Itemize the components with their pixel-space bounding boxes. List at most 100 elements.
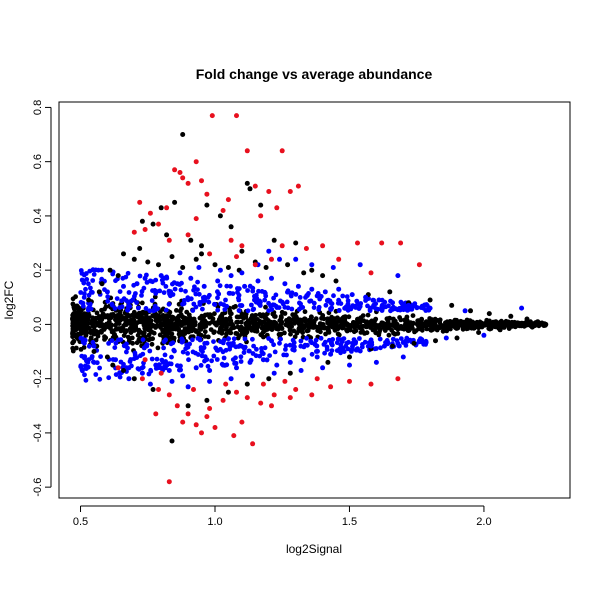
data-point	[295, 183, 301, 189]
background-point	[112, 332, 117, 337]
background-point	[230, 323, 236, 328]
x-tick-label: 2.0	[476, 516, 491, 528]
data-point	[164, 205, 170, 211]
background-points	[70, 267, 548, 383]
data-point	[193, 216, 199, 222]
background-point	[112, 345, 118, 350]
data-point	[285, 262, 291, 268]
background-point	[212, 302, 218, 307]
background-point	[398, 317, 404, 323]
background-point	[117, 289, 123, 294]
data-point	[207, 251, 213, 257]
data-point	[244, 395, 250, 401]
background-point	[113, 314, 118, 319]
background-point	[409, 324, 414, 330]
background-point	[121, 361, 126, 367]
background-point	[185, 351, 191, 356]
background-point	[130, 297, 136, 302]
background-point	[153, 315, 159, 321]
data-point	[287, 359, 293, 365]
background-point	[148, 367, 154, 373]
background-point	[337, 346, 343, 352]
data-point	[395, 273, 401, 279]
background-point	[324, 298, 330, 304]
background-point	[154, 323, 160, 328]
background-point	[195, 287, 200, 292]
background-point	[155, 345, 161, 351]
data-point	[363, 294, 369, 300]
background-point	[186, 357, 191, 363]
background-point	[106, 375, 112, 381]
background-point	[117, 370, 122, 376]
background-point	[291, 347, 297, 353]
data-point	[193, 256, 199, 262]
data-point	[139, 376, 145, 382]
background-point	[433, 324, 439, 329]
background-point	[348, 323, 353, 328]
background-point	[429, 319, 435, 325]
background-point	[313, 337, 319, 343]
background-point	[290, 317, 296, 322]
background-point	[143, 306, 149, 311]
background-point	[293, 314, 299, 320]
data-point	[279, 148, 285, 154]
data-point	[113, 357, 118, 363]
background-point	[299, 317, 305, 323]
data-point	[207, 368, 213, 373]
data-point	[83, 332, 89, 338]
background-point	[269, 325, 274, 330]
background-point	[253, 292, 259, 298]
background-point	[358, 324, 364, 330]
background-point	[238, 359, 244, 364]
background-point	[155, 319, 160, 324]
background-point	[237, 333, 242, 338]
background-point	[278, 336, 283, 342]
background-point	[255, 324, 261, 329]
background-point	[210, 316, 216, 322]
data-point	[373, 359, 379, 365]
background-point	[464, 317, 470, 323]
background-point	[98, 354, 103, 359]
background-point	[243, 326, 249, 332]
data-point	[293, 256, 299, 262]
data-point	[411, 340, 417, 346]
data-point	[282, 378, 288, 384]
background-point	[395, 307, 401, 313]
background-point	[203, 323, 209, 329]
background-point	[146, 371, 152, 377]
background-point	[158, 314, 164, 319]
background-point	[121, 333, 127, 338]
background-point	[197, 315, 203, 321]
background-point	[357, 336, 362, 341]
data-point	[234, 365, 239, 371]
background-point	[90, 278, 96, 283]
background-point	[102, 337, 107, 342]
background-point	[290, 337, 296, 343]
background-point	[362, 339, 368, 345]
background-point	[131, 356, 137, 362]
background-point	[236, 308, 242, 313]
background-point	[233, 360, 239, 366]
background-point	[319, 315, 324, 321]
background-point	[230, 291, 236, 296]
data-point	[355, 240, 360, 246]
background-point	[163, 307, 169, 313]
background-point	[82, 291, 87, 297]
background-point	[226, 336, 232, 342]
background-point	[298, 338, 304, 344]
data-point	[185, 403, 191, 409]
background-point	[364, 319, 370, 325]
background-point	[382, 328, 388, 333]
y-tick-label: 0.2	[32, 263, 44, 278]
data-point	[228, 273, 234, 279]
background-point	[97, 365, 102, 371]
background-point	[324, 347, 330, 352]
data-point	[212, 262, 218, 268]
background-point	[160, 280, 166, 286]
background-point	[187, 323, 193, 329]
data-point	[274, 205, 280, 211]
data-point	[314, 376, 320, 382]
background-point	[90, 323, 96, 329]
background-point	[154, 289, 160, 294]
data-point	[250, 441, 256, 447]
